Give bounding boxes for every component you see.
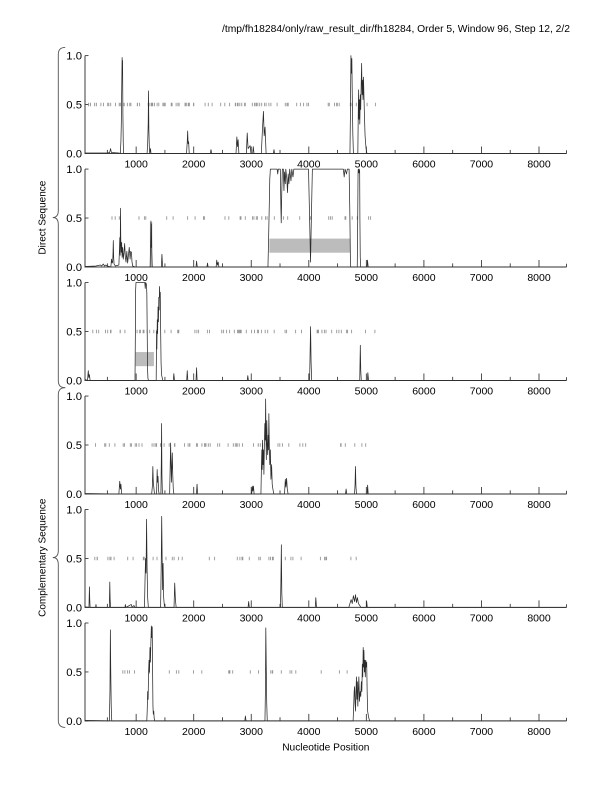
svg-text:1000: 1000 <box>124 386 148 398</box>
svg-text:4000: 4000 <box>297 613 321 625</box>
svg-text:7000: 7000 <box>470 386 494 398</box>
svg-text:8000: 8000 <box>527 386 551 398</box>
svg-text:7000: 7000 <box>470 272 494 284</box>
svg-text:4000: 4000 <box>297 726 321 738</box>
svg-text:2000: 2000 <box>182 159 206 171</box>
svg-text:1000: 1000 <box>124 613 148 625</box>
svg-text:3000: 3000 <box>240 159 264 171</box>
svg-text:0.0: 0.0 <box>66 262 82 274</box>
svg-text:2000: 2000 <box>182 386 206 398</box>
svg-text:Nucleotide Position: Nucleotide Position <box>282 743 369 754</box>
svg-text:1.0: 1.0 <box>66 51 82 63</box>
svg-text:1.0: 1.0 <box>66 391 82 403</box>
svg-text:8000: 8000 <box>527 726 551 738</box>
svg-text:8000: 8000 <box>527 159 551 171</box>
svg-text:5000: 5000 <box>355 726 379 738</box>
svg-text:6000: 6000 <box>412 726 436 738</box>
svg-text:7000: 7000 <box>470 499 494 511</box>
svg-text:0.5: 0.5 <box>66 440 82 452</box>
svg-text:4000: 4000 <box>297 499 321 511</box>
svg-text:2000: 2000 <box>182 499 206 511</box>
svg-text:0.5: 0.5 <box>66 213 82 225</box>
svg-text:Complementary Sequence: Complementary Sequence <box>38 498 49 617</box>
svg-text:7000: 7000 <box>470 159 494 171</box>
svg-text:5000: 5000 <box>355 386 379 398</box>
svg-text:0.5: 0.5 <box>66 667 82 679</box>
svg-text:Direct Sequence: Direct Sequence <box>38 180 49 254</box>
svg-text:0.0: 0.0 <box>66 716 82 728</box>
svg-text:3000: 3000 <box>240 499 264 511</box>
svg-text:5000: 5000 <box>355 499 379 511</box>
svg-text:8000: 8000 <box>527 272 551 284</box>
svg-text:6000: 6000 <box>412 386 436 398</box>
svg-text:6000: 6000 <box>412 159 436 171</box>
svg-text:8000: 8000 <box>527 613 551 625</box>
svg-text:7000: 7000 <box>470 613 494 625</box>
svg-text:3000: 3000 <box>240 386 264 398</box>
svg-text:0.5: 0.5 <box>66 327 82 339</box>
svg-text:3000: 3000 <box>240 613 264 625</box>
svg-text:3000: 3000 <box>240 726 264 738</box>
svg-text:1000: 1000 <box>124 272 148 284</box>
svg-text:6000: 6000 <box>412 613 436 625</box>
svg-text:5000: 5000 <box>355 272 379 284</box>
svg-text:4000: 4000 <box>297 386 321 398</box>
svg-text:4000: 4000 <box>297 159 321 171</box>
svg-text:8000: 8000 <box>527 499 551 511</box>
svg-text:1000: 1000 <box>124 726 148 738</box>
svg-text:0.5: 0.5 <box>66 100 82 112</box>
svg-text:0.0: 0.0 <box>66 149 82 161</box>
svg-text:7000: 7000 <box>470 726 494 738</box>
svg-text:6000: 6000 <box>412 272 436 284</box>
svg-text:0.0: 0.0 <box>66 375 82 387</box>
svg-text:0.5: 0.5 <box>66 553 82 565</box>
svg-text:1.0: 1.0 <box>66 278 82 290</box>
svg-text:2000: 2000 <box>182 272 206 284</box>
svg-text:2000: 2000 <box>182 613 206 625</box>
svg-text:1.0: 1.0 <box>66 618 82 630</box>
svg-text:5000: 5000 <box>355 159 379 171</box>
svg-text:2000: 2000 <box>182 726 206 738</box>
svg-text:1.0: 1.0 <box>66 164 82 176</box>
svg-text:1.0: 1.0 <box>66 505 82 517</box>
svg-text:3000: 3000 <box>240 272 264 284</box>
svg-text:0.0: 0.0 <box>66 602 82 614</box>
svg-text:/tmp/fh18284/only/raw_result_d: /tmp/fh18284/only/raw_result_dir/fh18284… <box>222 24 570 35</box>
svg-text:6000: 6000 <box>412 499 436 511</box>
svg-text:4000: 4000 <box>297 272 321 284</box>
svg-text:1000: 1000 <box>124 159 148 171</box>
svg-text:5000: 5000 <box>355 613 379 625</box>
svg-text:1000: 1000 <box>124 499 148 511</box>
svg-text:0.0: 0.0 <box>66 489 82 501</box>
